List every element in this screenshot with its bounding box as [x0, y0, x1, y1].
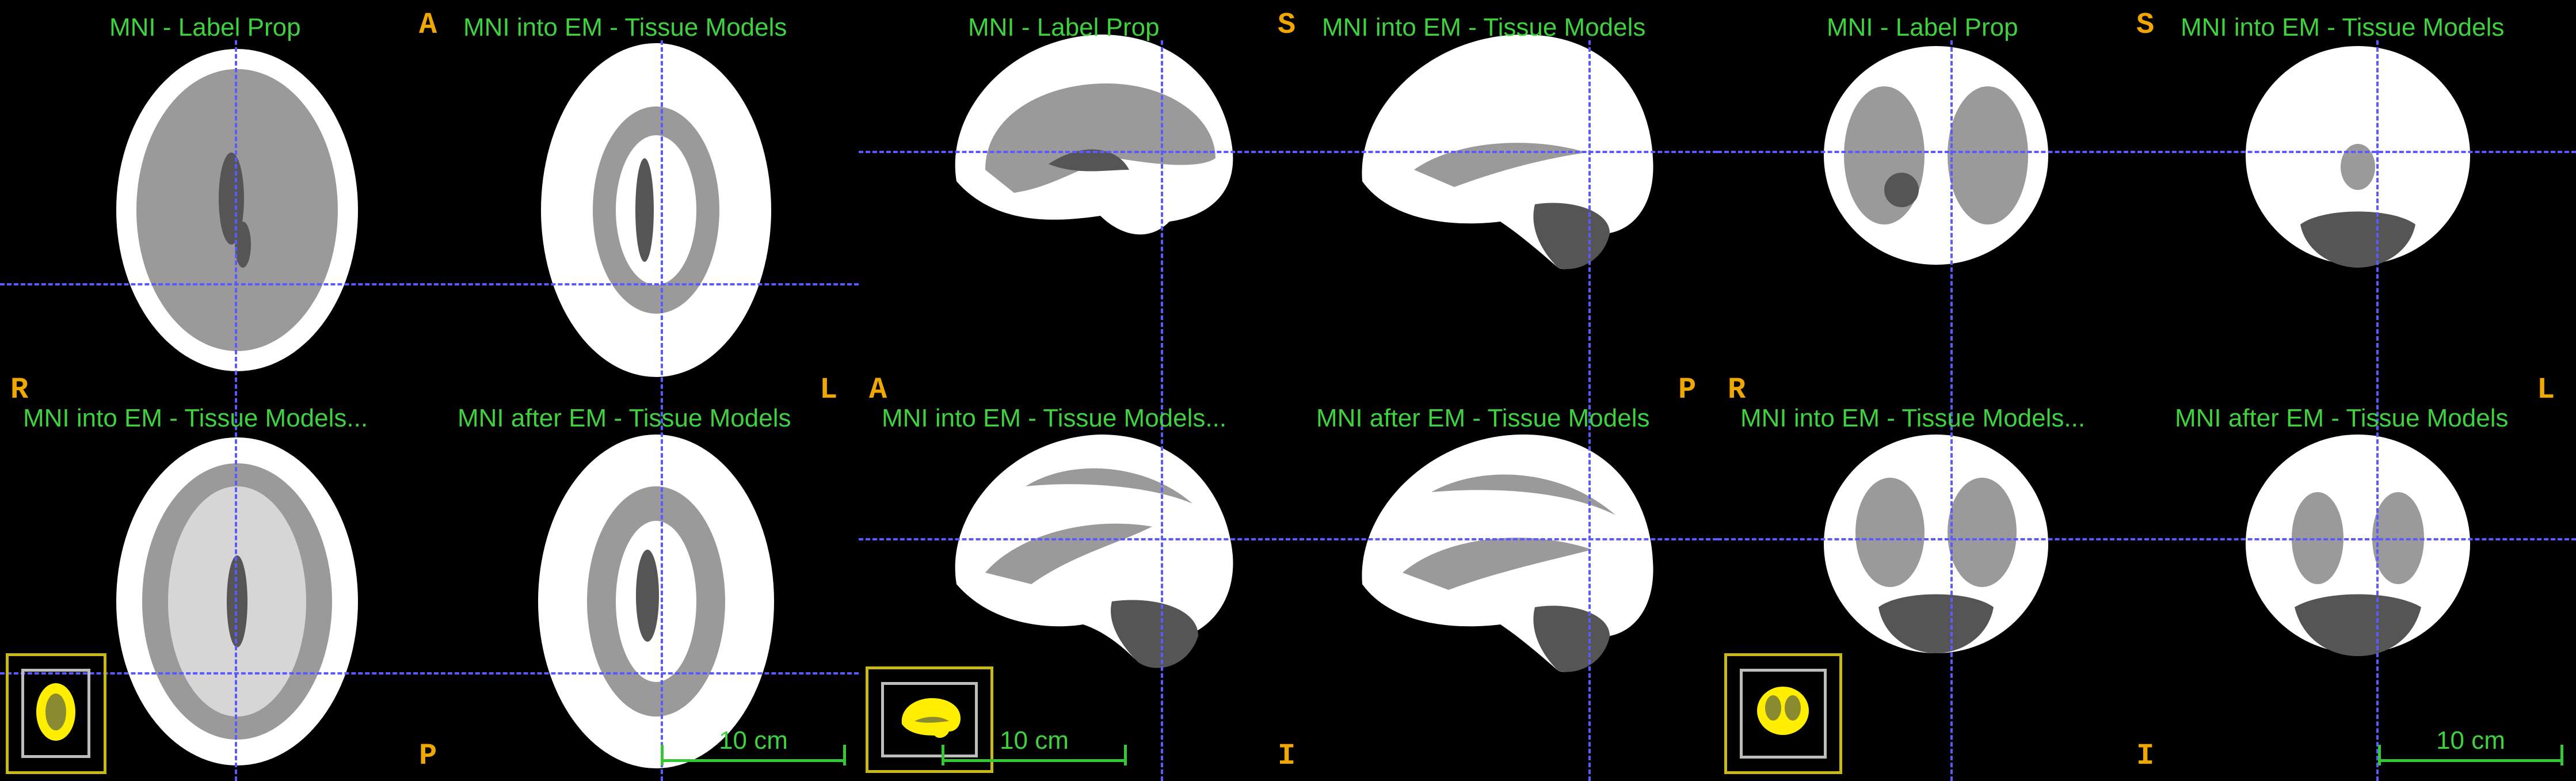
- title-after-em: MNI after EM - Tissue Models: [458, 404, 791, 432]
- orientation-superior: S: [1278, 8, 1296, 42]
- orientation-right: R: [10, 373, 29, 407]
- scale-bar: 10 cm: [2378, 726, 2563, 765]
- title-into-em-ellipsis: MNI into EM - Tissue Models...: [1740, 404, 2086, 432]
- title-after-em: MNI after EM - Tissue Models: [1316, 404, 1650, 432]
- title-label-prop: MNI - Label Prop: [968, 13, 1160, 41]
- title-into-em-ellipsis: MNI into EM - Tissue Models...: [882, 404, 1227, 432]
- coronal-brain-slices: [1824, 46, 2470, 656]
- orientation-left: L: [2537, 373, 2555, 407]
- scale-bar: 10 cm: [661, 726, 846, 765]
- orientation-superior: S: [2136, 8, 2155, 42]
- thumbnail-brain-icon: [1757, 687, 1809, 735]
- view-thumbnail[interactable]: [1724, 653, 1842, 774]
- title-label-prop: MNI - Label Prop: [109, 13, 301, 41]
- orientation-inferior: I: [2136, 739, 2155, 773]
- thumbnail-frame: [881, 682, 978, 757]
- coronal-view[interactable]: MNI - Label Prop MNI into EM - Tissue Mo…: [1717, 0, 2576, 781]
- title-into-em: MNI into EM - Tissue Models: [2181, 13, 2505, 41]
- orientation-anterior: A: [419, 8, 437, 42]
- thumbnail-frame: [1740, 669, 1827, 759]
- title-label-prop: MNI - Label Prop: [1827, 13, 2018, 41]
- orientation-posterior: P: [419, 739, 437, 773]
- orientation-right: R: [1728, 373, 1746, 407]
- title-into-em: MNI into EM - Tissue Models: [463, 13, 787, 41]
- scale-bar-label: 10 cm: [2436, 726, 2505, 755]
- orientation-left: L: [820, 373, 838, 407]
- sagittal-brain-slices: [955, 35, 1653, 672]
- orientation-posterior: P: [1678, 373, 1697, 407]
- title-after-em: MNI after EM - Tissue Models: [2175, 404, 2509, 432]
- axial-brain-slices: [116, 43, 774, 768]
- scale-bar: 10 cm: [942, 726, 1127, 765]
- axial-view[interactable]: MNI - Label Prop MNI into EM - Tissue Mo…: [0, 0, 859, 781]
- view-thumbnail[interactable]: [6, 653, 106, 774]
- orientation-anterior: A: [869, 373, 887, 407]
- title-into-em-ellipsis: MNI into EM - Tissue Models...: [23, 404, 368, 432]
- thumbnail-brain-icon: [36, 683, 75, 741]
- scale-bar-label: 10 cm: [719, 726, 788, 755]
- scale-bar-label: 10 cm: [1000, 726, 1069, 755]
- thumbnail-frame: [21, 669, 90, 758]
- sagittal-view[interactable]: MNI - Label Prop MNI into EM - Tissue Mo…: [859, 0, 1717, 781]
- orientation-inferior: I: [1278, 739, 1296, 773]
- thumbnail-brain-icon: [901, 698, 961, 738]
- view-thumbnail[interactable]: [866, 666, 993, 773]
- title-into-em: MNI into EM - Tissue Models: [1322, 13, 1646, 41]
